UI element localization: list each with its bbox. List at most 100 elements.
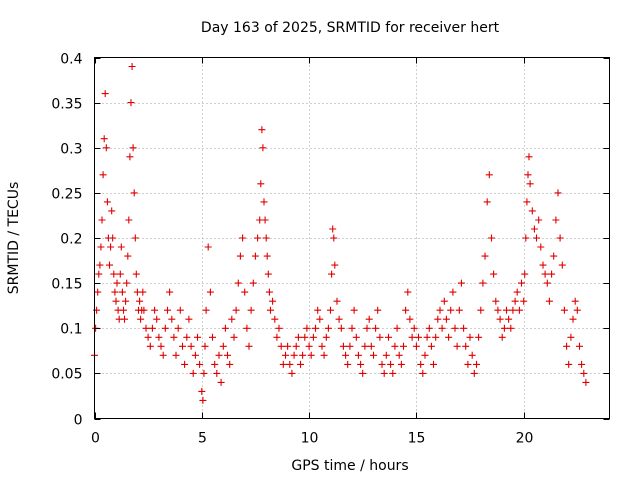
data-point [389, 369, 397, 377]
data-point [247, 306, 255, 314]
data-point [146, 342, 154, 350]
data-point [535, 216, 543, 224]
data-point [460, 324, 468, 332]
data-point [196, 360, 204, 368]
data-point [324, 324, 332, 332]
data-point [404, 288, 412, 296]
x-tick-label: 0 [91, 431, 100, 447]
data-point [312, 324, 319, 332]
data-point [395, 351, 403, 359]
data-point [352, 333, 360, 341]
data-point [185, 315, 193, 323]
data-point [307, 351, 315, 359]
data-point [157, 342, 165, 350]
data-point [498, 333, 506, 341]
data-point [215, 351, 223, 359]
y-tick-label: 0.2 [60, 232, 82, 248]
data-point [320, 351, 328, 359]
data-point [539, 261, 547, 269]
data-point [209, 333, 216, 341]
data-point [241, 288, 249, 296]
data-point [434, 315, 442, 323]
data-point [470, 369, 478, 377]
data-point [275, 324, 283, 332]
data-point [181, 360, 189, 368]
data-point [136, 297, 144, 305]
data-point [99, 171, 107, 179]
data-point [142, 324, 150, 332]
data-point [400, 342, 407, 350]
data-point [357, 360, 365, 368]
data-point [97, 243, 105, 251]
data-point [350, 306, 358, 314]
data-point [462, 342, 470, 350]
data-point [571, 297, 579, 305]
data-point [108, 207, 116, 215]
data-point [445, 333, 453, 341]
data-point [155, 333, 163, 341]
data-point [382, 351, 390, 359]
y-tick-label: 0.35 [51, 97, 82, 113]
data-point [339, 342, 347, 350]
data-point [475, 333, 483, 341]
data-point [525, 153, 533, 161]
data-point [264, 270, 272, 278]
data-point [374, 306, 382, 314]
data-point [174, 324, 182, 332]
data-point [567, 333, 575, 341]
data-point [378, 360, 386, 368]
data-point [261, 216, 269, 224]
data-point [161, 324, 169, 332]
data-point [530, 225, 538, 233]
data-point [118, 288, 126, 296]
data-point [537, 243, 545, 251]
data-point [257, 180, 265, 188]
data-point [187, 342, 195, 350]
data-point [543, 279, 551, 287]
data-point [393, 324, 401, 332]
data-point [126, 153, 134, 161]
data-point [140, 306, 148, 314]
data-point [316, 315, 324, 323]
data-point [481, 252, 489, 260]
y-tick-label: 0.1 [60, 322, 82, 338]
data-point [380, 369, 388, 377]
data-point [550, 252, 558, 260]
data-point [344, 360, 352, 368]
data-point [166, 288, 174, 296]
x-tick-label: 20 [516, 431, 534, 447]
data-point [102, 144, 110, 152]
data-point [511, 297, 519, 305]
data-point [164, 306, 171, 314]
data-point [139, 288, 147, 296]
data-point [103, 198, 111, 206]
data-point [524, 171, 532, 179]
data-point [419, 369, 427, 377]
data-point [249, 279, 257, 287]
data-point [125, 216, 133, 224]
data-point [106, 261, 113, 269]
data-point [569, 315, 577, 323]
data-point [211, 360, 219, 368]
data-point [284, 342, 292, 350]
data-point [153, 315, 161, 323]
data-point [457, 279, 465, 287]
x-tick-label: 10 [301, 431, 319, 447]
data-point [303, 324, 311, 332]
data-point [500, 324, 508, 332]
data-point [354, 351, 362, 359]
data-point [576, 342, 583, 350]
data-point [372, 324, 380, 332]
data-point [305, 342, 313, 350]
data-point [262, 234, 270, 242]
data-point [314, 306, 322, 314]
x-tick-label: 15 [408, 431, 426, 447]
data-point [123, 279, 131, 287]
data-point [116, 270, 124, 278]
data-point [507, 324, 515, 332]
data-point [110, 270, 118, 278]
data-point [580, 369, 588, 377]
data-point [234, 279, 242, 287]
data-point [483, 198, 491, 206]
data-point [415, 333, 422, 341]
